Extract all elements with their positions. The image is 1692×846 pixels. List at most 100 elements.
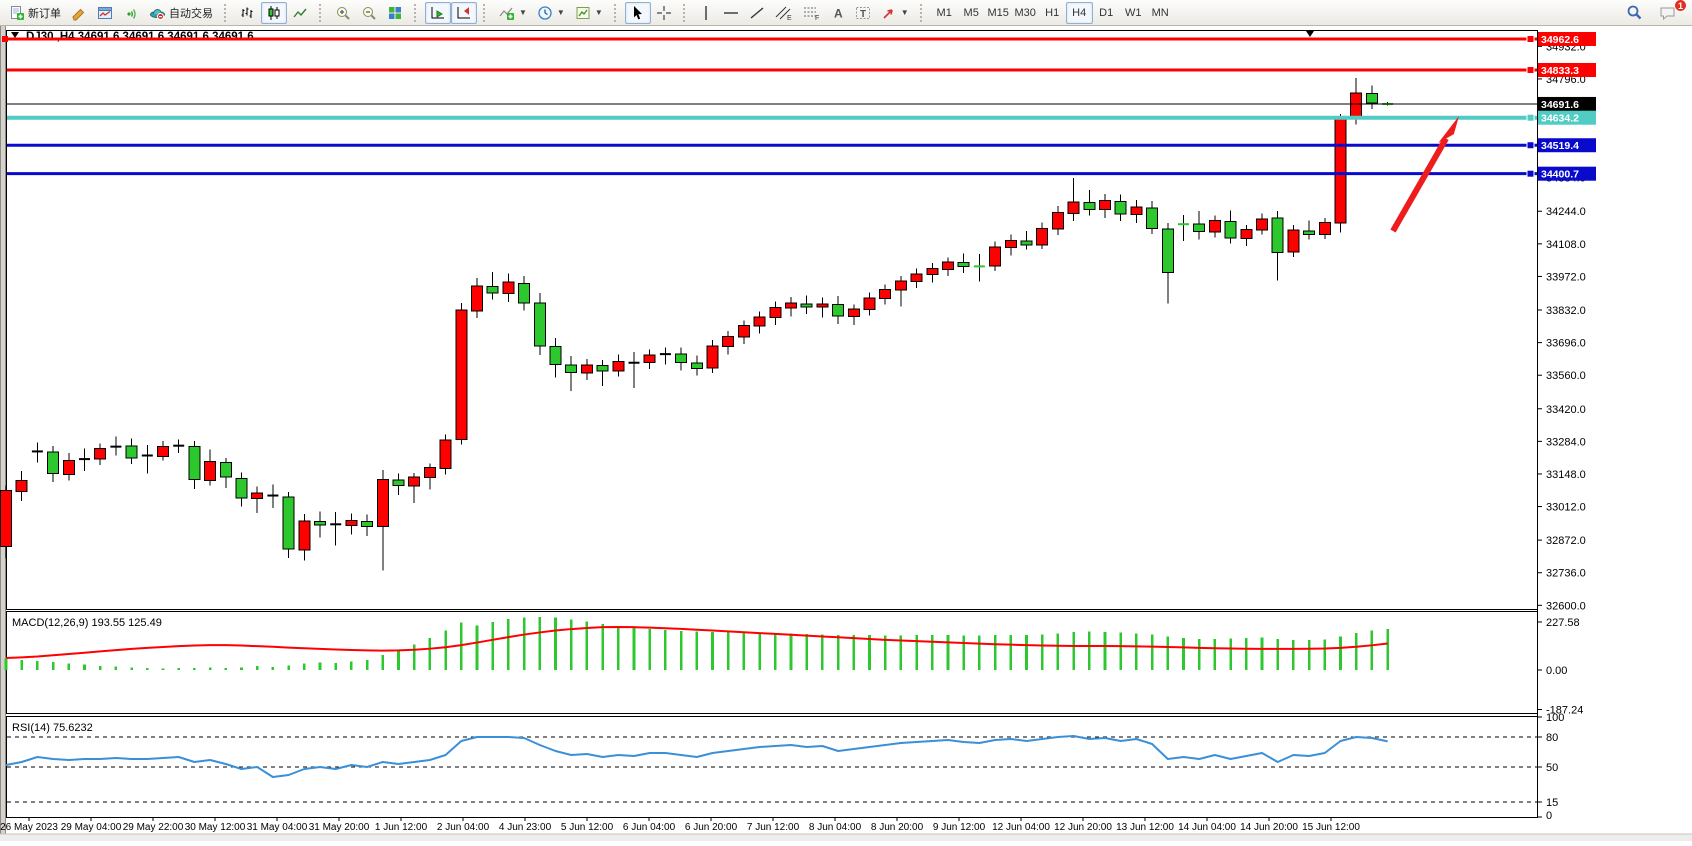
line-end-handle	[1526, 169, 1535, 178]
svg-text:34833.3: 34833.3	[1541, 65, 1579, 77]
timeframe-button-w1[interactable]: W1	[1120, 2, 1147, 24]
chart-shift-button[interactable]	[451, 1, 477, 24]
text-label-icon: T	[855, 6, 870, 20]
fibonacci-tool-button[interactable]: F	[798, 2, 826, 24]
line-chart-button[interactable]	[287, 2, 313, 24]
toolbar-separator	[414, 3, 420, 22]
signals-button[interactable]	[118, 2, 144, 24]
line-end-handle	[1526, 141, 1535, 150]
timeframe-button-m15[interactable]: M15	[985, 2, 1012, 24]
svg-text:0: 0	[1546, 810, 1552, 822]
crosshair-tool-button[interactable]	[651, 2, 677, 24]
bar-chart-icon	[241, 7, 253, 18]
candlestick-chart-icon	[268, 5, 280, 20]
svg-text:34634.2: 34634.2	[1541, 113, 1579, 125]
arrows-tool-button[interactable]: ▼	[876, 2, 914, 24]
trend-arrow-annotation[interactable]	[1390, 116, 1459, 233]
chat-button[interactable]: 1	[1654, 0, 1687, 24]
dropdown-caret-icon: ▼	[556, 8, 565, 17]
svg-text:33284.0: 33284.0	[1546, 436, 1586, 448]
svg-text:14 Jun 04:00: 14 Jun 04:00	[1178, 822, 1236, 833]
svg-text:2 Jun 04:00: 2 Jun 04:00	[437, 822, 490, 833]
svg-text:1 Jun 12:00: 1 Jun 12:00	[375, 822, 428, 833]
svg-text:33560.0: 33560.0	[1546, 370, 1586, 382]
main-toolbar: 新订单 自动交易 ▼	[0, 0, 1692, 26]
svg-text:50: 50	[1546, 762, 1558, 774]
arrow-shapes-icon	[883, 8, 893, 19]
level-price-badge	[1538, 32, 1596, 46]
crayon-icon	[72, 8, 85, 21]
one-click-trading-toggle-icon[interactable]	[11, 32, 19, 38]
level-price-badge	[1538, 138, 1596, 153]
timeframe-button-mn[interactable]: MN	[1147, 2, 1174, 24]
svg-text:T: T	[860, 9, 866, 20]
timeframe-button-h4[interactable]: H4	[1065, 1, 1093, 24]
cursor-icon	[633, 5, 642, 19]
zoom-in-icon	[337, 6, 350, 20]
svg-text:32736.0: 32736.0	[1546, 568, 1586, 580]
timeframe-button-m30[interactable]: M30	[1012, 2, 1039, 24]
chart-shift-marker-icon[interactable]	[1306, 31, 1314, 37]
chart-area[interactable]: DJ30 ,H4 34691.6 34691.6 34691.6 34691.6…	[0, 26, 1692, 841]
timeframe-button-h1[interactable]: H1	[1039, 2, 1066, 24]
trendline-tool-button[interactable]	[744, 2, 770, 24]
svg-text:7 Jun 12:00: 7 Jun 12:00	[747, 822, 800, 833]
svg-text:34244.0: 34244.0	[1546, 206, 1586, 218]
candlestick-chart-button[interactable]	[261, 1, 287, 24]
svg-text:13 Jun 12:00: 13 Jun 12:00	[1116, 822, 1174, 833]
svg-text:80: 80	[1546, 732, 1558, 744]
search-icon	[1627, 5, 1642, 20]
text-label-tool-button[interactable]: T	[850, 2, 876, 24]
current-price-badge	[1538, 96, 1596, 111]
rsi-label: RSI(14) 75.6232	[12, 722, 93, 734]
indicators-button[interactable]: ▼	[494, 2, 532, 24]
tile-windows-icon	[389, 6, 401, 19]
autotrading-icon	[149, 5, 166, 21]
time-axis[interactable]: 26 May 2023 29 May 04:00 29 May 22:00 30 Ma…	[0, 818, 1692, 841]
autotrading-label: 自动交易	[169, 7, 213, 20]
line-end-handle	[1526, 35, 1535, 43]
svg-text:34519.4: 34519.4	[1541, 140, 1579, 152]
indicators-icon	[499, 7, 514, 20]
timeframe-button-d1[interactable]: D1	[1093, 2, 1120, 24]
svg-text:34962.6: 34962.6	[1541, 34, 1579, 46]
timeframe-button-m1[interactable]: M1	[931, 2, 958, 24]
line-end-handle	[1526, 113, 1535, 122]
timeframe-button-m5[interactable]: M5	[958, 2, 985, 24]
toolbar-separator	[919, 3, 926, 22]
channel-tool-button[interactable]: E	[770, 2, 798, 24]
chart-canvas[interactable]: DJ30 ,H4 34691.6 34691.6 34691.6 34691.6…	[0, 26, 1692, 841]
chart-style-button[interactable]	[66, 2, 92, 24]
level-price-badge	[1538, 110, 1596, 125]
svg-text:33148.0: 33148.0	[1546, 469, 1586, 481]
bar-chart-button[interactable]	[235, 2, 261, 24]
tile-windows-button[interactable]	[382, 2, 408, 24]
toolbar-separator	[319, 3, 325, 22]
svg-text:5 Jun 12:00: 5 Jun 12:00	[561, 822, 614, 833]
vertical-line-tool-button[interactable]	[694, 2, 718, 24]
periods-button[interactable]: ▼	[532, 2, 570, 24]
svg-text:29 May 22:00: 29 May 22:00	[123, 822, 184, 833]
zoom-in-button[interactable]	[330, 2, 356, 24]
trendline-icon	[750, 6, 764, 19]
svg-text:9 Jun 12:00: 9 Jun 12:00	[933, 822, 986, 833]
svg-text:15: 15	[1546, 797, 1558, 809]
zoom-out-button[interactable]	[356, 2, 382, 24]
new-order-button[interactable]: 新订单	[4, 2, 66, 24]
search-button[interactable]	[1621, 2, 1648, 24]
level-price-badge	[1538, 62, 1596, 77]
svg-text:100: 100	[1546, 712, 1564, 724]
template-icon	[576, 6, 590, 19]
horizontal-line-tool-button[interactable]	[718, 2, 744, 24]
profiles-button[interactable]	[92, 2, 118, 24]
templates-button[interactable]: ▼	[570, 2, 608, 24]
auto-scroll-button[interactable]	[425, 1, 451, 24]
chart-window-icon	[98, 6, 112, 19]
cursor-tool-button[interactable]	[624, 1, 651, 24]
autotrading-button[interactable]: 自动交易	[144, 2, 218, 24]
chart-shift-icon	[457, 6, 470, 18]
text-tool-button[interactable]: A	[826, 2, 850, 24]
text-icon: A	[834, 6, 843, 20]
price-axis[interactable]: 34932.034796.034660.034520.034384.034244…	[1537, 30, 1596, 817]
price-level-lines[interactable]	[2, 35, 1537, 178]
